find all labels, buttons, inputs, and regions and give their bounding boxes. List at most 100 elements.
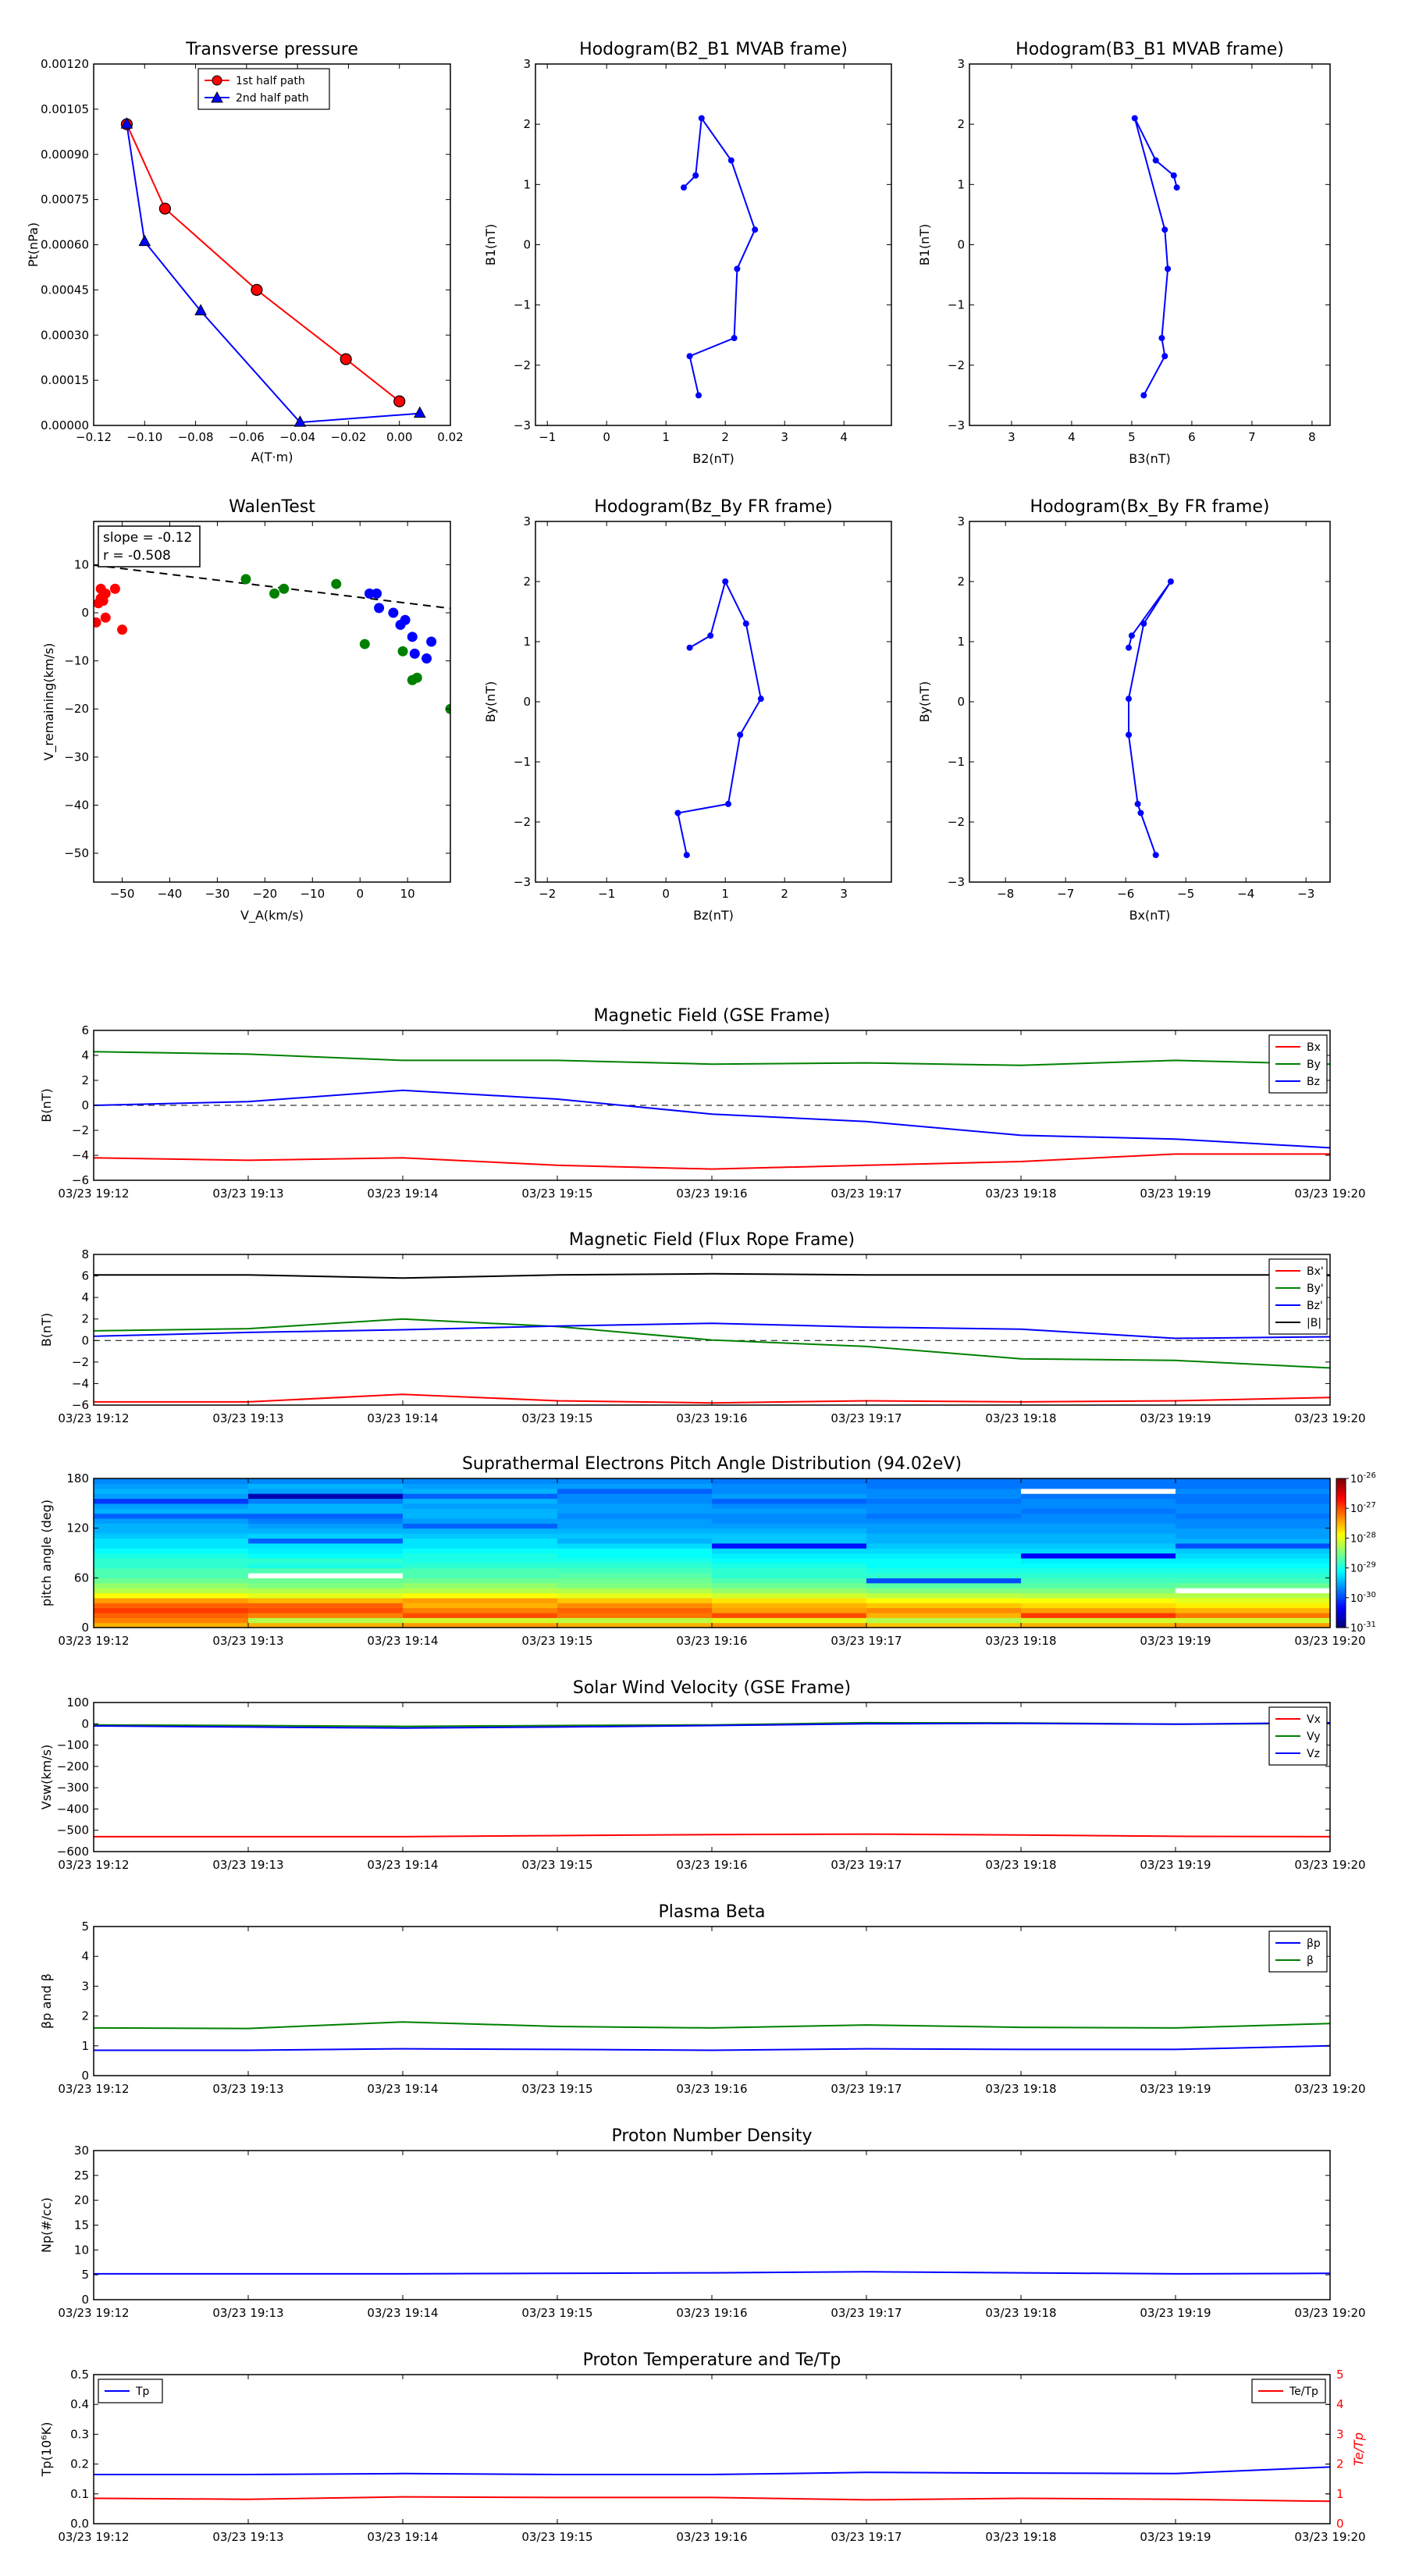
heatmap-cell xyxy=(866,1508,1022,1514)
series-line xyxy=(94,2466,1331,2475)
x-tick-label: 10 xyxy=(400,887,415,901)
heatmap-cell xyxy=(557,1607,713,1614)
y-tick-label: 3 xyxy=(957,514,965,528)
data-point xyxy=(397,646,408,656)
y-tick-label: 0 xyxy=(957,238,965,252)
y-tick-label: 5 xyxy=(81,1920,89,1934)
plot-frame xyxy=(93,1926,1331,2076)
heatmap-cell xyxy=(1021,1617,1176,1624)
heatmap-cell xyxy=(866,1557,1022,1564)
heatmap-cell xyxy=(557,1503,713,1509)
data-point xyxy=(1140,392,1147,399)
x-tick-label: 03/23 19:18 xyxy=(985,2082,1056,2096)
heatmap-cell xyxy=(248,1478,404,1484)
heatmap-cell xyxy=(712,1488,867,1494)
data-point xyxy=(1161,353,1168,360)
heatmap-cell xyxy=(557,1513,713,1519)
heatmap-cell xyxy=(403,1528,558,1534)
heatmap-cell xyxy=(866,1488,1022,1494)
heatmap-cell xyxy=(866,1538,1022,1544)
heatmap-cell xyxy=(557,1508,713,1514)
colorbar-label-exponent: -29 xyxy=(1364,1561,1376,1570)
heatmap-cell xyxy=(94,1538,249,1544)
heatmap-cell xyxy=(248,1592,404,1599)
heatmap-cell xyxy=(557,1523,713,1529)
colorbar-label-base: 10 xyxy=(1350,1593,1364,1605)
chart-bgse: Magnetic Field (GSE Frame) −6 −4 −2 0 2 4 6 03/2… xyxy=(39,1006,1366,1201)
data-point xyxy=(409,648,420,659)
y-tick-label: −500 xyxy=(57,1823,89,1838)
series-line xyxy=(126,124,420,424)
x-tick-label: 03/23 19:20 xyxy=(1294,1858,1365,1872)
series-line xyxy=(1128,581,1172,856)
heatmap-cell xyxy=(248,1612,404,1618)
data-point xyxy=(120,117,133,129)
x-tick-label: 03/23 19:14 xyxy=(367,2530,438,2544)
series-line xyxy=(93,1089,1331,1149)
colorbar-cell xyxy=(1336,1550,1346,1554)
data-point xyxy=(1126,696,1133,703)
y-tick-label: −4 xyxy=(72,1148,89,1162)
data-point xyxy=(1137,809,1144,817)
x-tick-label: 03/23 19:16 xyxy=(676,1411,747,1425)
x-tick-label: 03/23 19:16 xyxy=(676,1187,747,1201)
heatmap-cell xyxy=(403,1582,558,1589)
colorbar-cell xyxy=(1336,1588,1346,1591)
x-tick-label: −6 xyxy=(1117,887,1134,901)
x-tick-label: 03/23 19:12 xyxy=(58,2306,129,2320)
chart-vsw: Solar Wind Velocity (GSE Frame) −600 −500 −… xyxy=(39,1678,1366,1872)
colorbar-cell xyxy=(1336,1555,1346,1559)
x-tick-label: −50 xyxy=(110,887,135,901)
y-tick-label-right: 3 xyxy=(1336,2427,1344,2441)
heatmap-cell xyxy=(94,1603,249,1609)
chart-title: Hodogram(Bx_By FR frame) xyxy=(1030,497,1270,517)
series-line xyxy=(93,2021,1331,2030)
heatmap-cell xyxy=(866,1513,1022,1519)
heatmap-cell xyxy=(866,1498,1022,1504)
heatmap-cell xyxy=(712,1612,867,1618)
y-tick-label: 0.5 xyxy=(70,2368,89,2382)
heatmap-cell xyxy=(1021,1517,1176,1524)
colorbar-cell xyxy=(1336,1515,1346,1519)
heatmap-cell xyxy=(557,1498,713,1504)
y-tick-label: 0.00120 xyxy=(41,57,89,71)
data-point xyxy=(707,632,714,639)
x-tick-label: 03/23 19:20 xyxy=(1294,1634,1365,1648)
x-tick-label: −2 xyxy=(539,887,556,901)
x-tick-label: 03/23 19:18 xyxy=(985,1187,1056,1201)
data-point xyxy=(372,588,382,599)
x-tick-label: 03/23 19:12 xyxy=(58,1858,129,1872)
y-axis-label: Pt(nPa) xyxy=(26,222,41,267)
x-tick-label: 3 xyxy=(781,430,788,444)
y-tick-label: −4 xyxy=(72,1376,89,1390)
heatmap-cell xyxy=(403,1578,558,1584)
heatmap-cell xyxy=(1021,1503,1176,1509)
heatmap-cell xyxy=(403,1513,558,1519)
series-line xyxy=(93,1051,1331,1066)
chart-title: Hodogram(B2_B1 MVAB frame) xyxy=(579,40,848,59)
y-tick-label: 0.2 xyxy=(70,2457,89,2471)
heatmap-cell xyxy=(1021,1603,1176,1609)
colorbar-cell xyxy=(1336,1528,1346,1532)
heatmap-cell xyxy=(866,1572,1022,1578)
heatmap-cell xyxy=(557,1542,713,1549)
heatmap-cell xyxy=(712,1508,867,1514)
heatmap-cell xyxy=(712,1483,867,1489)
x-tick-label: 03/23 19:12 xyxy=(58,2082,129,2096)
x-tick-label: −0.10 xyxy=(126,430,162,444)
x-tick-label: 03/23 19:20 xyxy=(1294,2082,1365,2096)
x-tick-label: 0.02 xyxy=(437,430,463,444)
heatmap-cell xyxy=(403,1488,558,1494)
heatmap-cell xyxy=(248,1607,404,1614)
heatmap-cell xyxy=(1176,1582,1331,1589)
x-tick-label: −0.04 xyxy=(279,430,315,444)
x-tick-label: 3 xyxy=(1008,430,1016,444)
plot-frame xyxy=(93,1254,1331,1406)
y-axis-label: Tp(10⁶K) xyxy=(39,2422,54,2478)
colorbar-cell xyxy=(1336,1533,1346,1536)
heatmap-cell xyxy=(248,1567,404,1574)
colorbar-cell xyxy=(1336,1572,1346,1576)
x-tick-label: 03/23 19:19 xyxy=(1140,2082,1211,2096)
heatmap-cell xyxy=(94,1523,249,1529)
heatmap-cell xyxy=(248,1508,404,1514)
